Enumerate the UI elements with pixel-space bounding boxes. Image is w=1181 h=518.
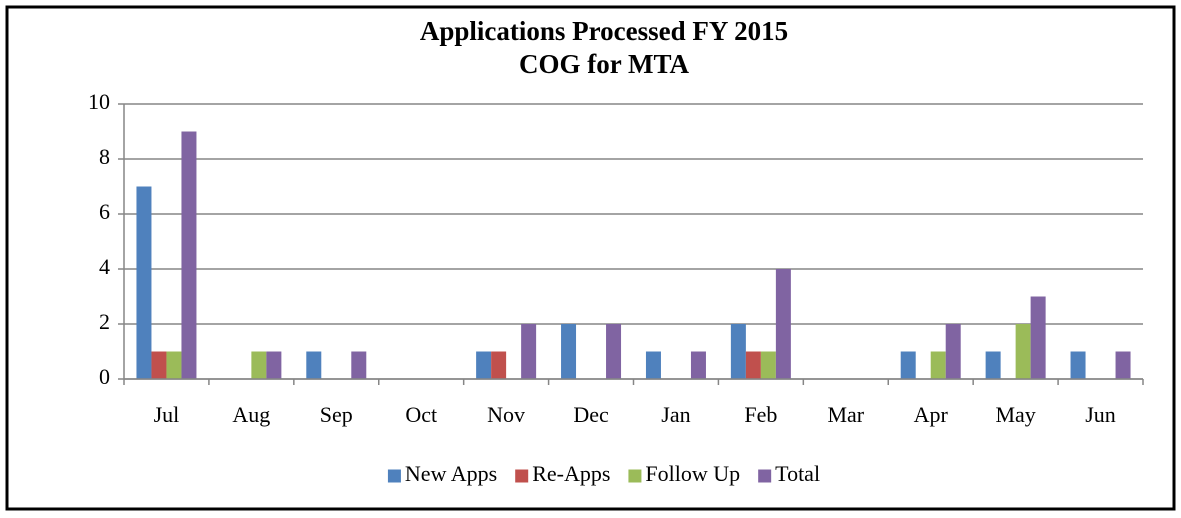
bar xyxy=(351,351,367,379)
bar xyxy=(151,351,167,379)
chart-title: Applications Processed FY 2015 xyxy=(420,16,788,46)
x-tick-label: Mar xyxy=(827,402,864,427)
legend-swatch xyxy=(628,469,642,483)
bar xyxy=(306,351,322,379)
bar xyxy=(745,351,761,379)
x-tick-label: Jul xyxy=(154,402,180,427)
y-tick-label: 2 xyxy=(99,309,110,334)
x-tick-label: Oct xyxy=(405,402,437,427)
x-tick-label: Aug xyxy=(232,402,270,427)
bar xyxy=(730,324,746,379)
bar xyxy=(491,351,507,379)
legend-label: New Apps xyxy=(405,461,497,486)
bar xyxy=(476,351,492,379)
y-tick-label: 10 xyxy=(88,89,110,114)
y-tick-label: 6 xyxy=(99,199,110,224)
bar xyxy=(166,351,182,379)
legend-label: Follow Up xyxy=(645,461,740,486)
bar xyxy=(1030,296,1046,379)
bar xyxy=(1115,351,1131,379)
x-tick-label: Apr xyxy=(914,402,949,427)
bar xyxy=(251,351,267,379)
bar xyxy=(1070,351,1086,379)
bar xyxy=(690,351,706,379)
bar xyxy=(645,351,661,379)
x-tick-label: Dec xyxy=(573,402,609,427)
legend-swatch xyxy=(387,469,401,483)
x-tick-label: May xyxy=(995,402,1035,427)
bar xyxy=(930,351,946,379)
legend-label: Total xyxy=(775,461,820,486)
bar xyxy=(521,324,537,379)
bar xyxy=(945,324,961,379)
x-tick-label: Jun xyxy=(1085,402,1116,427)
bar xyxy=(985,351,1001,379)
x-tick-label: Sep xyxy=(320,402,353,427)
bar xyxy=(606,324,622,379)
bar xyxy=(266,351,282,379)
legend-label: Re-Apps xyxy=(532,461,610,486)
y-tick-label: 8 xyxy=(99,144,110,169)
bar xyxy=(1015,324,1031,379)
legend-swatch xyxy=(758,469,772,483)
x-tick-label: Feb xyxy=(744,402,777,427)
bar xyxy=(760,351,776,379)
chart-subtitle: COG for MTA xyxy=(519,49,689,79)
bar xyxy=(181,131,197,379)
chart-border xyxy=(5,5,1176,511)
x-tick-label: Nov xyxy=(487,402,525,427)
y-tick-label: 4 xyxy=(99,254,110,279)
y-tick-label: 0 xyxy=(99,364,110,389)
x-tick-label: Jan xyxy=(661,402,690,427)
bar xyxy=(900,351,916,379)
bar xyxy=(561,324,577,379)
bar xyxy=(136,186,152,379)
legend-swatch xyxy=(515,469,529,483)
bar xyxy=(775,269,791,379)
